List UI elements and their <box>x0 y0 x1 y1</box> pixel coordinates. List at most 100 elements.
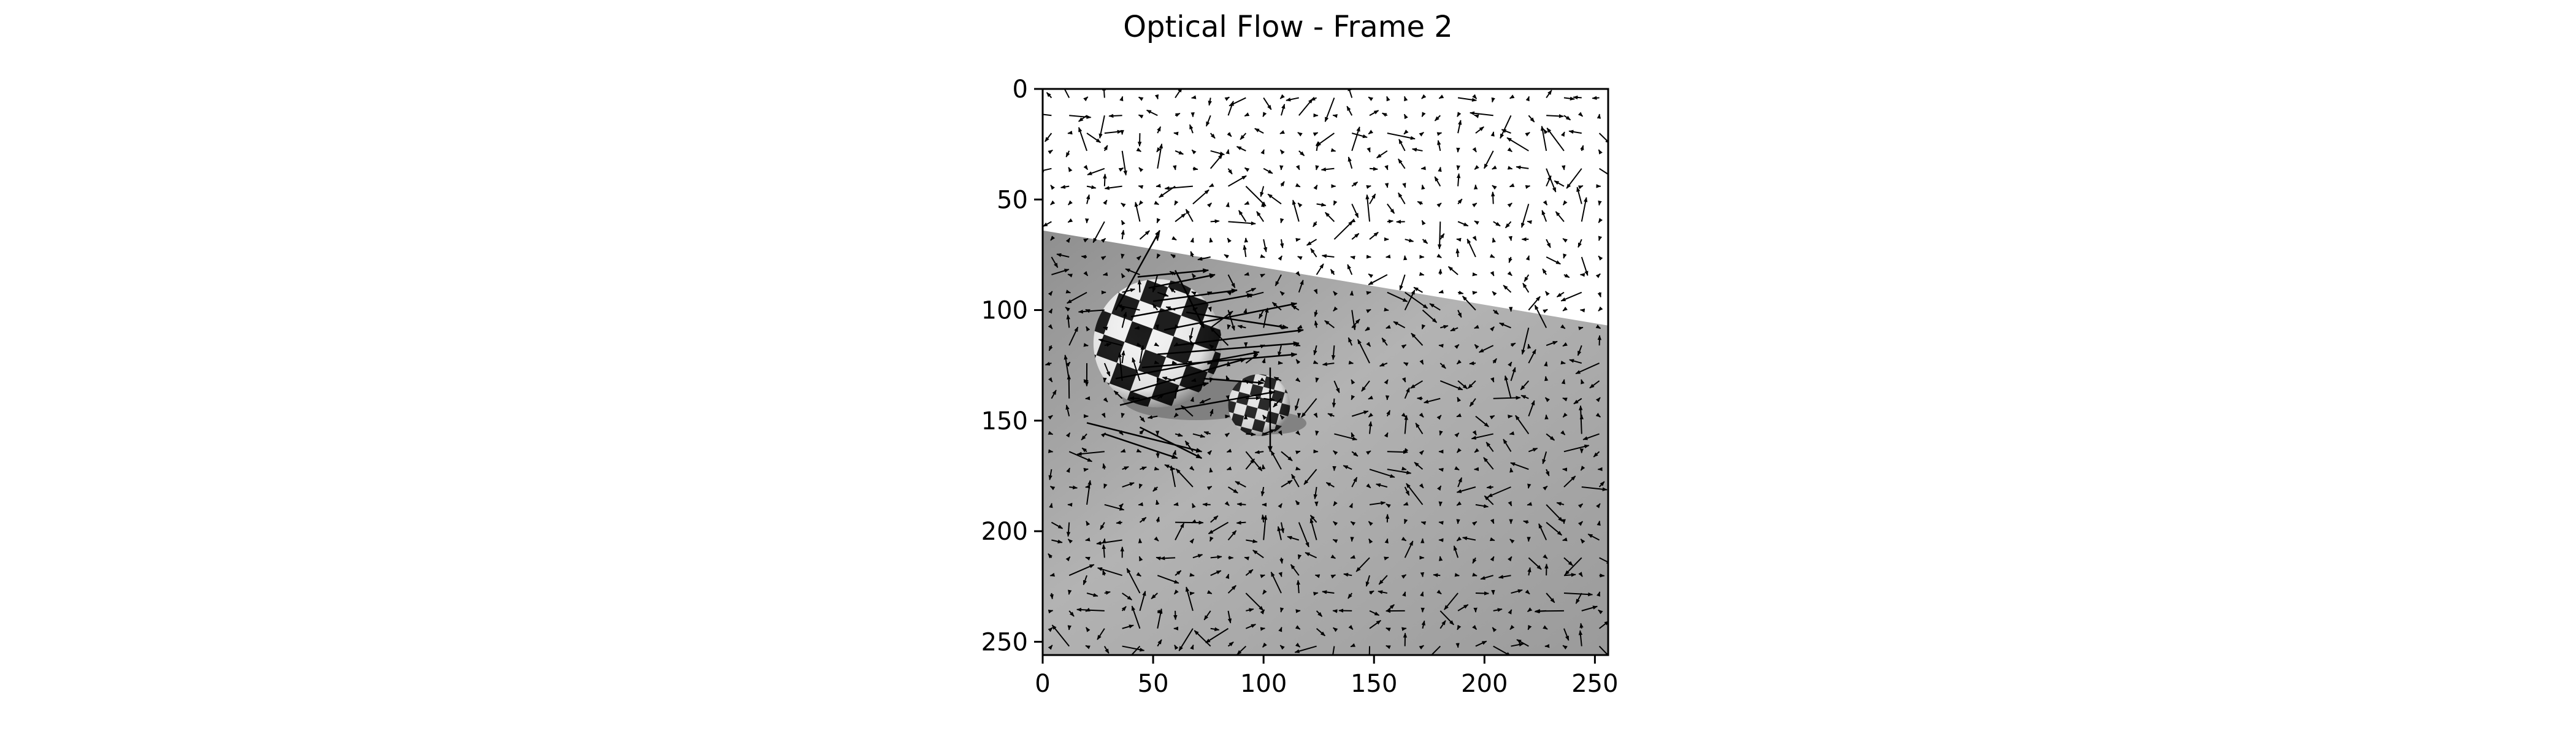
flow-vector <box>1543 485 1548 491</box>
flow-vector <box>1065 150 1070 158</box>
flow-vector <box>1051 521 1064 529</box>
flow-vector <box>1475 591 1489 596</box>
flow-vector <box>1291 473 1300 488</box>
flow-vector <box>1484 495 1494 505</box>
flow-vector <box>1351 379 1355 385</box>
flow-vector <box>1403 129 1409 135</box>
flow-vector <box>1406 483 1424 505</box>
flow-vector <box>1423 397 1441 404</box>
flow-vector <box>1175 112 1181 117</box>
flow-vector <box>1421 620 1425 629</box>
flow-vector <box>1322 590 1335 594</box>
flow-vector <box>1049 486 1056 491</box>
flow-vector <box>1263 397 1275 402</box>
flow-vector <box>1173 412 1179 418</box>
flow-vector <box>1577 239 1582 248</box>
flow-vector <box>1103 646 1110 654</box>
flow-vector <box>1206 202 1212 208</box>
flow-vector <box>1314 574 1321 578</box>
flow-vector <box>1369 193 1376 204</box>
flow-vector <box>1208 98 1212 106</box>
flow-vector <box>1297 554 1302 560</box>
flow-vector <box>1301 398 1317 418</box>
flow-vector <box>1456 536 1462 542</box>
flow-vector <box>1103 199 1108 205</box>
flow-vector <box>1386 627 1391 632</box>
flow-vector <box>1227 585 1236 594</box>
flow-vector <box>1138 167 1144 172</box>
flow-vector <box>1121 350 1125 364</box>
flow-vector <box>1405 291 1428 309</box>
flow-vector <box>1227 132 1232 137</box>
flow-vector <box>1227 237 1232 243</box>
flow-vector <box>1048 645 1053 650</box>
flow-vector <box>1542 268 1547 275</box>
flow-vector <box>1048 345 1053 351</box>
flow-vector <box>1506 137 1529 151</box>
flow-vector <box>1100 256 1106 261</box>
flow-vector <box>1096 539 1122 545</box>
flow-vector <box>1563 274 1570 278</box>
flow-vector <box>1192 503 1196 508</box>
flow-vector <box>1575 362 1600 375</box>
flow-vector <box>1521 328 1530 355</box>
flow-vector <box>1509 624 1515 631</box>
flow-vector <box>1357 339 1370 364</box>
flow-vector <box>1507 202 1512 208</box>
flow-vector <box>1235 481 1246 488</box>
flow-vector <box>1351 410 1369 417</box>
flow-vector <box>1562 645 1568 650</box>
flow-vector <box>1546 521 1562 536</box>
flow-vector <box>1175 328 1304 347</box>
flow-vector <box>1278 572 1282 578</box>
flow-vector <box>1361 380 1370 392</box>
flow-vector <box>1411 332 1424 346</box>
flow-vector <box>1563 475 1576 488</box>
flow-vector <box>1267 193 1282 205</box>
flow-vector <box>1562 342 1568 347</box>
flow-vector <box>1403 362 1409 367</box>
flow-vector <box>1508 500 1512 507</box>
flow-vector <box>1175 213 1186 223</box>
x-axis: 0 50 100 150 200 250 <box>1035 655 1619 698</box>
flow-vector <box>1139 516 1147 523</box>
flow-vector <box>1500 115 1512 139</box>
flow-vector <box>1246 608 1254 612</box>
flow-vector <box>1173 342 1179 347</box>
flow-vector <box>1078 309 1105 314</box>
flow-vector <box>1169 287 1176 293</box>
flow-vector <box>1483 457 1494 470</box>
flow-vector <box>1386 503 1391 508</box>
flow-vector <box>1102 89 1106 98</box>
flow-vector <box>1295 642 1301 648</box>
x-tick-label: 150 <box>1351 670 1397 698</box>
flow-vector <box>1467 380 1476 389</box>
flow-vector <box>1100 522 1105 531</box>
flow-vector <box>1516 165 1529 170</box>
flow-vector <box>1436 415 1442 420</box>
flow-vector <box>1454 432 1460 438</box>
flow-vector <box>1444 592 1459 610</box>
flow-vector <box>1528 296 1541 311</box>
flow-vector <box>1368 421 1373 434</box>
flow-vector <box>1534 304 1547 328</box>
flow-vector <box>1086 132 1102 144</box>
flow-vector <box>1420 521 1427 526</box>
flow-vector <box>1290 564 1300 576</box>
flow-vector <box>1210 515 1219 523</box>
flow-vector <box>1279 558 1284 564</box>
flow-vector <box>1163 302 1298 331</box>
flow-vector <box>1598 609 1603 615</box>
flow-vector <box>1415 423 1424 434</box>
flow-vector <box>1474 343 1479 350</box>
flow-vector <box>1066 314 1070 328</box>
flow-vector <box>1185 586 1194 611</box>
flow-vector <box>1546 128 1565 151</box>
flow-vector <box>1279 130 1285 134</box>
flow-vector <box>1546 592 1555 604</box>
flow-vector <box>1322 362 1335 366</box>
flow-vector <box>1369 469 1395 478</box>
flow-vector <box>1599 573 1605 578</box>
flow-vector <box>1174 270 1205 329</box>
